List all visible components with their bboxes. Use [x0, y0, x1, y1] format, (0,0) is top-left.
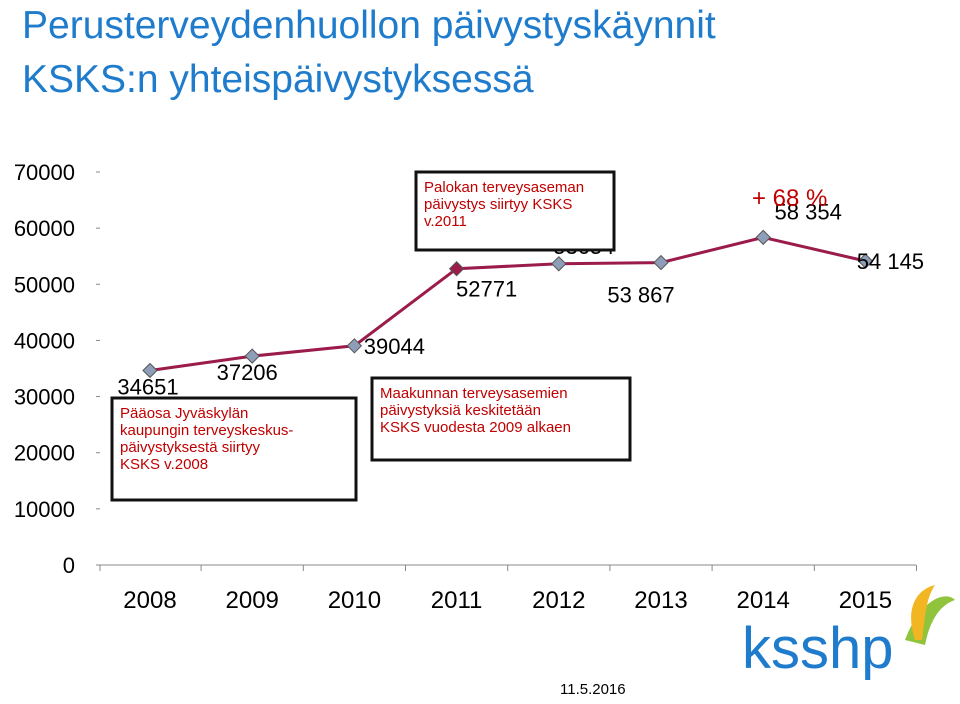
date: 11.5.2016: [560, 681, 626, 698]
data-label: 52771: [456, 277, 517, 302]
y-tick-label: 40000: [14, 328, 75, 353]
marker: [551, 256, 567, 272]
annotation-text: KSKS vuodesta 2009 alkaen: [380, 419, 571, 436]
data-label: 39044: [364, 334, 425, 359]
y-tick-label: 0: [63, 553, 75, 578]
data-label: 34651: [117, 374, 178, 399]
x-tick-label: 2010: [328, 587, 381, 614]
annotation-text: Pääosa Jyväskylän: [120, 405, 248, 422]
marker: [653, 254, 669, 271]
y-tick-label: 10000: [14, 497, 75, 522]
annotation-text: päivystyksestä siirtyy: [120, 439, 261, 456]
marker: [142, 362, 158, 379]
annotation-text: kaupungin terveyskeskus-: [120, 422, 293, 439]
y-tick-label: 50000: [14, 272, 75, 297]
annotation-box: [110, 396, 358, 502]
y-tick-label: 70000: [14, 160, 75, 185]
annotation-text: päivystyksiä keskitetään: [380, 402, 541, 419]
x-tick-label: 2011: [431, 587, 483, 614]
x-tick-label: 2015: [839, 587, 892, 614]
marker: [346, 338, 363, 354]
x-tick-label: 2013: [634, 587, 687, 614]
x-tick-label: 2012: [532, 587, 585, 614]
slide-title: KSKS:n yhteispäivystyksessä: [22, 58, 534, 101]
annotation-text: v.2011: [424, 213, 467, 230]
y-tick-label: 20000: [14, 441, 75, 466]
data-label: 37206: [217, 360, 278, 385]
x-tick-label: 2009: [226, 587, 279, 614]
annotation-text: Maakunnan terveysasemien: [380, 385, 568, 402]
x-tick-label: 2008: [123, 587, 176, 614]
growth-note: + 68 %: [752, 185, 827, 212]
marker: [755, 229, 771, 246]
annotation-box: [370, 376, 632, 462]
data-label: 53 867: [607, 283, 674, 308]
annotation-box: [414, 170, 616, 252]
data-label: 54 145: [857, 249, 924, 274]
slide-title: Perusterveydenhuollon päivystyskäynnit: [22, 4, 716, 47]
series-line: [149, 235, 866, 372]
annotation-text: Palokan terveysaseman: [424, 179, 584, 196]
y-tick-label: 60000: [14, 216, 75, 241]
y-tick-label: 30000: [14, 385, 75, 410]
marker: [244, 348, 260, 364]
x-tick-label: 2014: [737, 587, 790, 614]
annotation-text: KSKS v.2008: [120, 456, 208, 473]
marker: [448, 261, 465, 277]
data-label: 58 354: [775, 199, 842, 224]
logo-swirl: [911, 585, 935, 640]
annotation-text: päivystys siirtyy KSKS: [424, 196, 572, 213]
marker: [857, 253, 874, 269]
logo: ksshp: [742, 616, 894, 681]
